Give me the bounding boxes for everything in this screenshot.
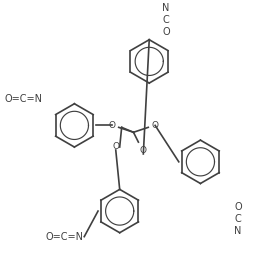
Text: O: O bbox=[152, 121, 159, 130]
Text: N
C
O: N C O bbox=[162, 3, 170, 37]
Text: O: O bbox=[112, 142, 119, 151]
Text: O=C=N: O=C=N bbox=[4, 94, 42, 104]
Text: O=C=N: O=C=N bbox=[46, 232, 83, 242]
Text: O: O bbox=[140, 145, 147, 155]
Text: O
C
N: O C N bbox=[234, 202, 242, 235]
Text: O: O bbox=[108, 121, 115, 130]
